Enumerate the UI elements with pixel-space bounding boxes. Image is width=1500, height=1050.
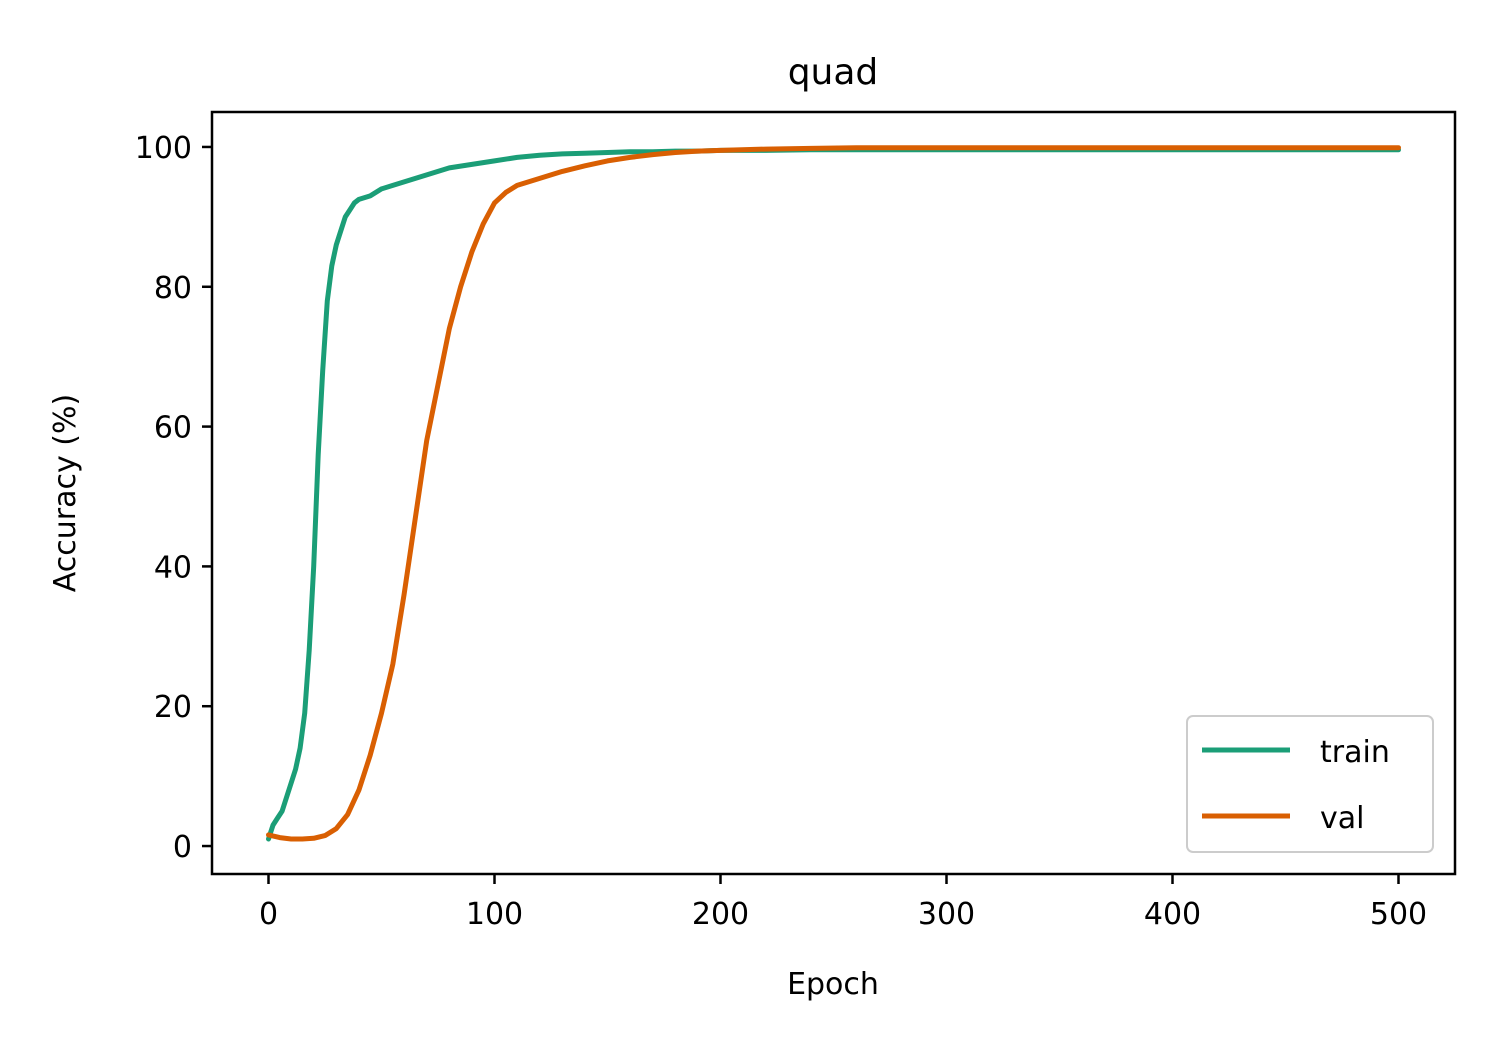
- y-tick-label: 80: [154, 271, 192, 306]
- y-tick-label: 40: [154, 550, 192, 585]
- series-line-val: [266, 145, 1401, 842]
- series-layer: [266, 145, 1401, 842]
- x-tick-label: 100: [466, 897, 523, 932]
- x-tick-label: 0: [259, 897, 278, 932]
- x-tick-label: 400: [1144, 897, 1201, 932]
- y-axis-title: Accuracy (%): [48, 394, 83, 592]
- x-axis-title: Epoch: [787, 967, 879, 1002]
- ticks-layer: 0 100 200 300 400 500 0 20 40 60 80 100: [135, 131, 1427, 932]
- x-tick-label: 500: [1370, 897, 1427, 932]
- legend-frame: [1186, 715, 1434, 853]
- legend-label-train: train: [1320, 735, 1390, 770]
- chart-title: quad: [788, 52, 879, 93]
- x-tick-label: 300: [918, 897, 975, 932]
- y-tick-label: 0: [173, 830, 192, 865]
- y-tick-label: 100: [135, 131, 192, 166]
- legend-label-val: val: [1320, 801, 1364, 836]
- x-tick-label: 200: [692, 897, 749, 932]
- y-tick-label: 20: [154, 690, 192, 725]
- y-tick-label: 60: [154, 411, 192, 446]
- legend: train val: [1186, 715, 1434, 853]
